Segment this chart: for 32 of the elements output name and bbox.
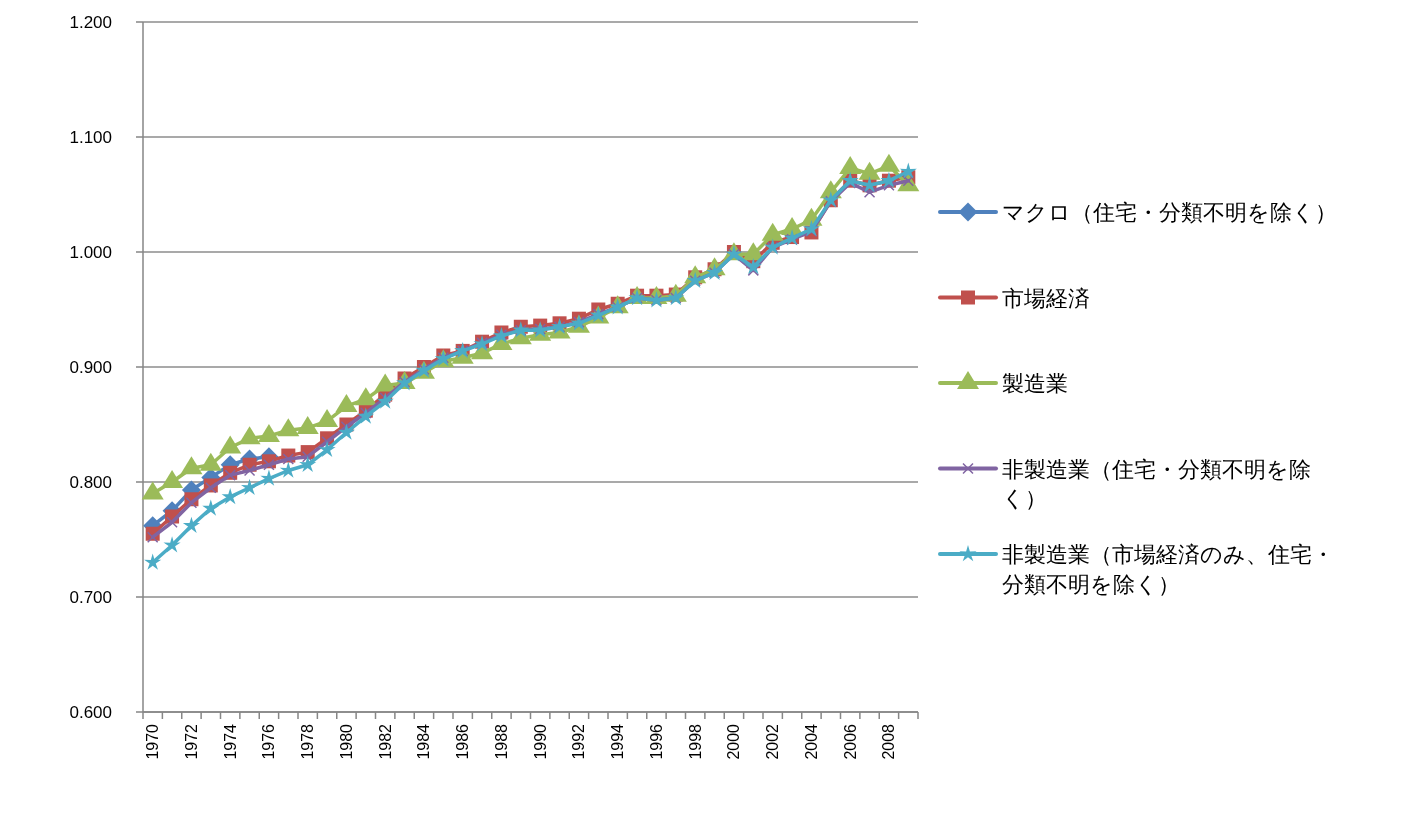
x-tick-label: 1984 (415, 724, 433, 760)
y-tick-label: 0.600 (69, 702, 112, 722)
x-tick-label: 2008 (880, 724, 898, 760)
x-tick-label: 1996 (647, 724, 665, 760)
y-tick-label: 1.000 (69, 242, 112, 262)
x-tick-label: 2000 (725, 724, 743, 760)
x-tick-label: 2002 (764, 724, 782, 760)
y-tick-label: 0.700 (69, 587, 112, 607)
x-tick-label: 1982 (376, 724, 394, 760)
x-tick-label: 1978 (299, 724, 317, 760)
x-tick-label: 2004 (802, 724, 820, 760)
y-tick-label: 1.100 (69, 127, 112, 147)
x-tick-label: 2006 (841, 724, 859, 760)
x-tick-label: 1988 (492, 724, 510, 760)
x-tick-label: 1980 (337, 724, 355, 760)
x-tick-label: 1976 (260, 724, 278, 760)
y-tick-label: 0.900 (69, 357, 112, 377)
x-tick-label: 1986 (454, 724, 472, 760)
legend-label: マクロ（住宅・分類不明を除く） (1002, 199, 1337, 225)
legend-label: 非製造業（住宅・分類不明を除く） (1002, 456, 1311, 511)
x-tick-label: 1992 (570, 724, 588, 760)
x-tick-label: 1972 (182, 724, 200, 760)
x-tick-label: 1974 (221, 724, 239, 760)
x-tick-label: 1990 (531, 724, 549, 760)
x-tick-label: 1998 (686, 724, 704, 760)
y-tick-label: 0.800 (69, 472, 112, 492)
legend-label: 市場経済 (1002, 285, 1090, 310)
legend-label: 製造業 (1002, 370, 1068, 396)
x-tick-label: 1970 (144, 724, 162, 760)
x-tick-label: 1994 (609, 724, 627, 760)
y-tick-label: 1.200 (69, 12, 112, 32)
legend-label: 非製造業（市場経済のみ、住宅・分類不明を除く） (1002, 541, 1334, 596)
